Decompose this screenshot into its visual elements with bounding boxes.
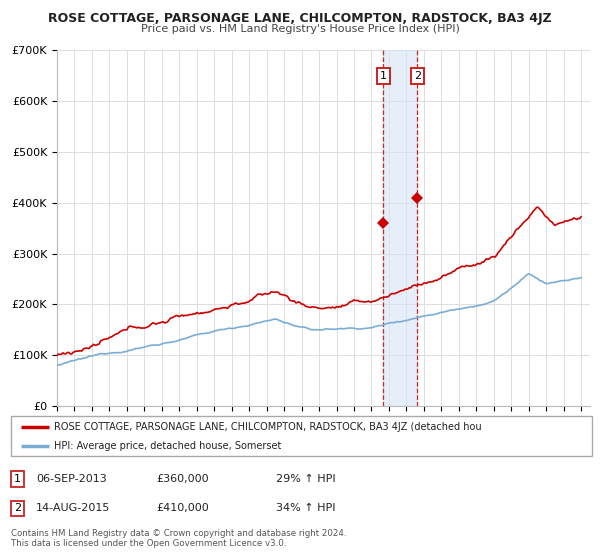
Text: HPI: Average price, detached house, Somerset: HPI: Average price, detached house, Some…	[55, 441, 282, 451]
Text: ROSE COTTAGE, PARSONAGE LANE, CHILCOMPTON, RADSTOCK, BA3 4JZ (detached hou: ROSE COTTAGE, PARSONAGE LANE, CHILCOMPTO…	[55, 422, 482, 432]
Text: 1: 1	[14, 474, 21, 484]
Text: 1: 1	[380, 71, 387, 81]
Text: 29% ↑ HPI: 29% ↑ HPI	[276, 474, 335, 484]
Text: This data is licensed under the Open Government Licence v3.0.: This data is licensed under the Open Gov…	[11, 539, 286, 548]
Text: Contains HM Land Registry data © Crown copyright and database right 2024.: Contains HM Land Registry data © Crown c…	[11, 529, 346, 538]
Text: 14-AUG-2015: 14-AUG-2015	[36, 503, 110, 514]
Text: £360,000: £360,000	[156, 474, 209, 484]
Text: Price paid vs. HM Land Registry's House Price Index (HPI): Price paid vs. HM Land Registry's House …	[140, 24, 460, 34]
Text: ROSE COTTAGE, PARSONAGE LANE, CHILCOMPTON, RADSTOCK, BA3 4JZ: ROSE COTTAGE, PARSONAGE LANE, CHILCOMPTO…	[48, 12, 552, 25]
Text: 34% ↑ HPI: 34% ↑ HPI	[276, 503, 335, 514]
Bar	[383, 50, 417, 406]
Text: 2: 2	[14, 503, 21, 514]
Text: £410,000: £410,000	[156, 503, 209, 514]
Text: 2: 2	[413, 71, 421, 81]
Text: 06-SEP-2013: 06-SEP-2013	[36, 474, 107, 484]
